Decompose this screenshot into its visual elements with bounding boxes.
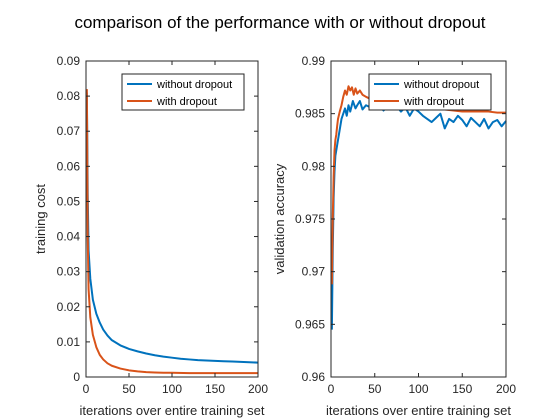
y-tick-label: 0.985 [295, 107, 325, 121]
y-tick-label: 0 [73, 370, 80, 384]
x-tick-label: 0 [83, 382, 90, 396]
y-tick-label: 0.08 [57, 89, 81, 103]
x-axis-label: iterations over entire training set [326, 403, 511, 418]
y-tick-label: 0.02 [57, 300, 81, 314]
y-tick-label: 0.06 [57, 159, 81, 173]
x-tick-label: 100 [408, 382, 428, 396]
legend: without dropout with dropout [368, 73, 492, 111]
x-tick-label: 100 [162, 382, 182, 396]
y-tick-label: 0.01 [57, 335, 81, 349]
x-tick-label: 150 [452, 382, 472, 396]
series-line-without-dropout [330, 100, 507, 330]
x-tick-label: 50 [122, 382, 136, 396]
y-tick-label: 0.99 [302, 54, 326, 68]
series-line-without-dropout [85, 92, 259, 364]
legend-box [121, 73, 245, 111]
legend-box [368, 73, 492, 111]
y-axis-label: validation accuracy [272, 163, 287, 274]
figure-title: comparison of the performance with or wi… [74, 13, 485, 32]
y-tick-label: 0.97 [302, 265, 326, 279]
y-axis-label: training cost [33, 184, 48, 254]
y-tick-label: 0.07 [57, 124, 81, 138]
y-tick-label: 0.05 [57, 194, 81, 208]
x-tick-label: 50 [368, 382, 382, 396]
y-tick-label: 0.96 [302, 370, 326, 384]
validation-accuracy-chart: 0 50 100 150 200 0.96 0.965 0.97 0.975 0.98 0.985 0… [272, 54, 516, 418]
x-tick-label: 150 [205, 382, 225, 396]
x-tick-label: 0 [328, 382, 335, 396]
y-tick-label: 0.975 [295, 212, 325, 226]
legend-entry-label: without dropout [156, 79, 232, 91]
y-tick-label: 0.965 [295, 317, 325, 331]
x-axis-label: iterations over entire training set [80, 403, 265, 418]
x-tick-label: 200 [248, 382, 268, 396]
y-tick-label: 0.04 [57, 230, 81, 244]
legend-entry-label: with dropout [403, 96, 464, 108]
series-line-with-dropout [330, 85, 506, 285]
x-tick-label: 200 [496, 382, 516, 396]
y-tick-label: 0.03 [57, 265, 81, 279]
legend-entry-label: without dropout [403, 79, 479, 91]
legend-entry-label: with dropout [156, 96, 217, 108]
series-line-with-dropout [85, 89, 258, 375]
legend: without dropout with dropout [121, 73, 245, 111]
y-tick-label: 0.09 [57, 54, 81, 68]
y-tick-label: 0.98 [302, 159, 326, 173]
training-cost-chart: 0 50 100 150 200 0 0.01 0.02 0.03 0.04 0.05 0.06 0.0… [33, 54, 268, 418]
